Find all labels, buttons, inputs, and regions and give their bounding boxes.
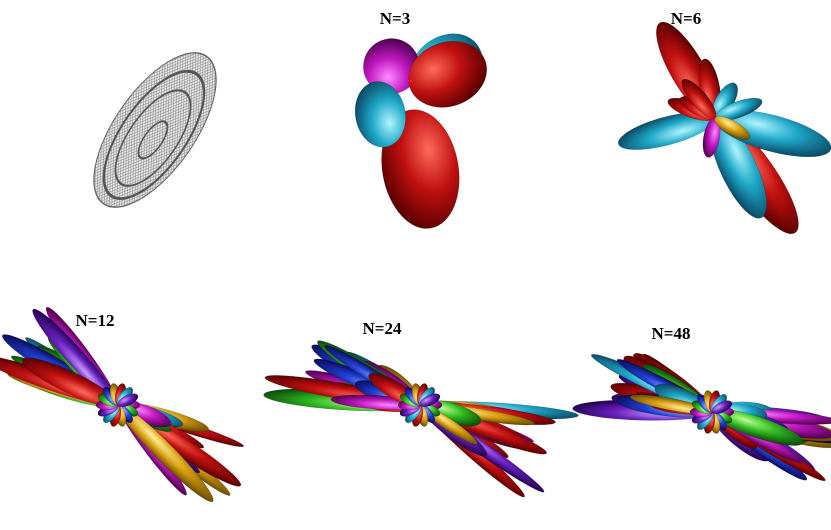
panel-label: N=3: [380, 9, 410, 28]
antenna-panel: [93, 52, 217, 208]
panel-label: N=12: [76, 311, 115, 330]
panels: [0, 21, 831, 503]
lobe: [381, 109, 460, 229]
lobe: [117, 393, 139, 408]
pattern-panel: [263, 340, 579, 498]
lobe: [354, 81, 406, 148]
lobe: [363, 38, 420, 95]
disk-ring: [102, 69, 206, 200]
pattern-panel: [0, 306, 244, 503]
panel-label: N=6: [671, 9, 701, 28]
lobe: [711, 400, 733, 415]
pattern-panel: [572, 352, 831, 482]
lobe: [681, 78, 717, 119]
disk-center: [137, 120, 169, 160]
disk-ring: [114, 89, 192, 187]
lobe: [419, 393, 441, 408]
panel-label: N=24: [363, 319, 402, 338]
pattern-panel: [354, 33, 487, 229]
pattern-panel: [618, 21, 831, 235]
disk-outer: [93, 52, 217, 208]
panel-label: N=48: [652, 324, 691, 343]
lobe: [408, 41, 487, 108]
